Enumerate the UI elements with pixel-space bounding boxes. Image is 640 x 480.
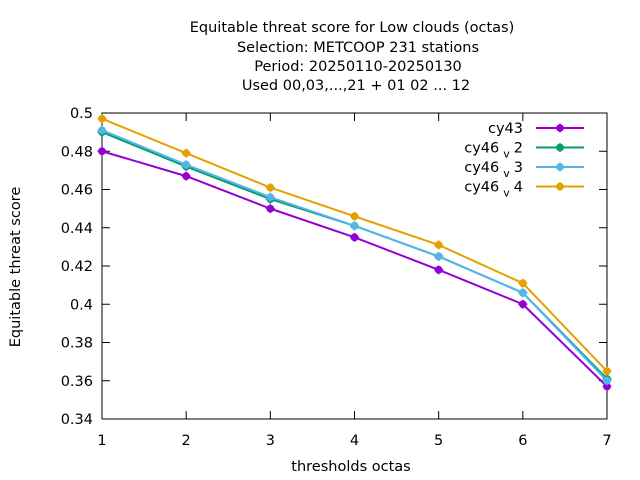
data-point-cross bbox=[434, 265, 444, 275]
data-point-cross bbox=[97, 114, 107, 124]
x-axis-label: thresholds octas bbox=[291, 459, 410, 475]
data-point-cross bbox=[350, 221, 359, 231]
y-tick-label: 0.38 bbox=[61, 336, 93, 352]
title-line-1: Equitable threat score for Low clouds (o… bbox=[190, 20, 515, 36]
series-cy46_v3 bbox=[97, 125, 612, 386]
legend-item-cy46_v3: cy46 v 3 bbox=[464, 160, 584, 180]
series-line bbox=[101, 129, 608, 382]
x-tick-label: 3 bbox=[266, 433, 275, 449]
title-line-3: Period: 20250110-20250130 bbox=[254, 59, 462, 75]
data-point-cross bbox=[602, 366, 612, 376]
y-tick-label: 0.34 bbox=[61, 412, 93, 428]
legend-item-cy46_v2: cy46 v 2 bbox=[464, 141, 584, 161]
data-point-cross bbox=[434, 240, 444, 250]
y-tick-label: 0.42 bbox=[61, 259, 93, 275]
plot-frame bbox=[101, 112, 608, 420]
y-tick-label: 0.44 bbox=[61, 221, 93, 237]
data-series bbox=[97, 114, 612, 391]
legend-item-cy46_v4: cy46 v 4 bbox=[464, 180, 584, 200]
data-point-cross bbox=[265, 204, 275, 214]
data-point-cross bbox=[602, 376, 612, 386]
y-tick-label: 0.36 bbox=[61, 374, 93, 390]
y-axis-label: Equitable threat score bbox=[8, 187, 24, 348]
title-line-2: Selection: METCOOP 231 stations bbox=[237, 40, 479, 56]
data-point-cross bbox=[434, 251, 444, 261]
x-tick-label: 1 bbox=[97, 433, 106, 449]
legend-marker-cross bbox=[555, 123, 565, 133]
data-point-cross bbox=[181, 171, 191, 181]
legend-label: cy46 v 2 bbox=[464, 141, 523, 161]
data-point-cross bbox=[181, 160, 191, 170]
x-tick-label: 5 bbox=[434, 433, 443, 449]
plot-border bbox=[101, 112, 608, 420]
title-line-4: Used 00,03,...,21 + 01 02 ... 12 bbox=[242, 78, 470, 94]
data-point-cross bbox=[181, 148, 191, 158]
data-point-cross bbox=[97, 125, 107, 135]
data-point-cross bbox=[350, 232, 359, 242]
series-line bbox=[101, 150, 608, 388]
x-tick-label: 4 bbox=[350, 433, 359, 449]
legend-marker-cross bbox=[555, 182, 565, 191]
legend-label: cy46 v 4 bbox=[464, 180, 523, 200]
legend-marker-cross bbox=[555, 143, 565, 152]
data-point-cross bbox=[518, 278, 528, 288]
series-cy43 bbox=[97, 146, 612, 391]
axis-ticks: 0.34 0.36 0.38 0.4 0.42 0.44 0.46 0.48 0.5 1 2 3 4 5 6… bbox=[61, 106, 612, 449]
y-tick-label: 0.46 bbox=[61, 183, 93, 199]
x-tick-label: 7 bbox=[602, 433, 611, 449]
legend-label: cy43 bbox=[488, 121, 523, 137]
legend-label: cy46 v 3 bbox=[464, 160, 523, 180]
legend-marker-cross bbox=[555, 162, 565, 172]
y-tick-label: 0.4 bbox=[70, 297, 93, 313]
series-line bbox=[101, 117, 608, 372]
data-point-cross bbox=[518, 288, 528, 298]
data-point-cross bbox=[265, 192, 275, 202]
chart-title: Equitable threat score for Low clouds (o… bbox=[190, 20, 515, 94]
series-cy46_v2 bbox=[97, 127, 612, 384]
x-tick-label: 2 bbox=[182, 433, 191, 449]
series-cy46_v4 bbox=[97, 114, 612, 376]
y-tick-label: 0.48 bbox=[61, 144, 93, 160]
data-point-cross bbox=[97, 146, 107, 156]
x-tick-label: 6 bbox=[518, 433, 527, 449]
data-point-cross bbox=[265, 183, 275, 193]
data-point-cross bbox=[350, 211, 359, 221]
data-point-cross bbox=[518, 299, 528, 309]
legend-item-cy43: cy43 bbox=[488, 121, 584, 137]
series-line bbox=[101, 131, 608, 380]
y-tick-label: 0.5 bbox=[70, 106, 93, 122]
